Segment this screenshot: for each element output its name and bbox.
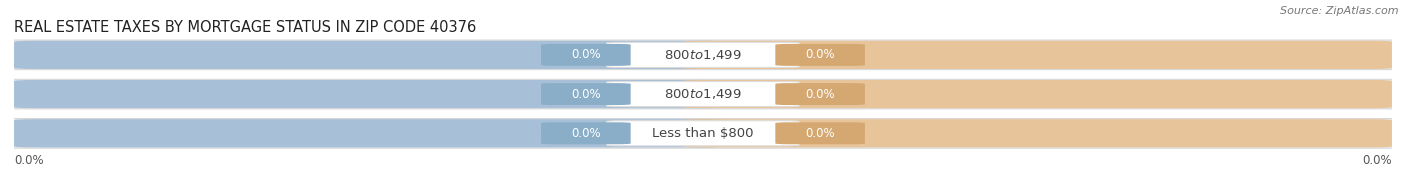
FancyBboxPatch shape xyxy=(541,122,631,144)
Text: 0.0%: 0.0% xyxy=(14,154,44,167)
Text: $800 to $1,499: $800 to $1,499 xyxy=(664,87,742,101)
Text: 0.0%: 0.0% xyxy=(1362,154,1392,167)
FancyBboxPatch shape xyxy=(14,80,724,108)
Text: 0.0%: 0.0% xyxy=(806,127,835,140)
FancyBboxPatch shape xyxy=(0,118,1406,148)
FancyBboxPatch shape xyxy=(775,44,865,66)
Text: 0.0%: 0.0% xyxy=(806,48,835,61)
Text: REAL ESTATE TAXES BY MORTGAGE STATUS IN ZIP CODE 40376: REAL ESTATE TAXES BY MORTGAGE STATUS IN … xyxy=(14,20,477,35)
FancyBboxPatch shape xyxy=(682,80,1392,108)
Text: 0.0%: 0.0% xyxy=(571,127,600,140)
FancyBboxPatch shape xyxy=(541,44,631,66)
FancyBboxPatch shape xyxy=(0,40,1406,70)
Text: Less than $800: Less than $800 xyxy=(652,127,754,140)
FancyBboxPatch shape xyxy=(541,83,631,105)
Text: Source: ZipAtlas.com: Source: ZipAtlas.com xyxy=(1281,6,1399,16)
FancyBboxPatch shape xyxy=(606,82,800,107)
FancyBboxPatch shape xyxy=(606,121,800,146)
Text: $800 to $1,499: $800 to $1,499 xyxy=(664,48,742,62)
FancyBboxPatch shape xyxy=(606,42,800,67)
FancyBboxPatch shape xyxy=(775,83,865,105)
FancyBboxPatch shape xyxy=(682,41,1392,69)
FancyBboxPatch shape xyxy=(14,119,724,147)
Text: 0.0%: 0.0% xyxy=(571,88,600,101)
FancyBboxPatch shape xyxy=(14,41,724,69)
FancyBboxPatch shape xyxy=(775,122,865,144)
FancyBboxPatch shape xyxy=(0,79,1406,109)
Text: 0.0%: 0.0% xyxy=(806,88,835,101)
FancyBboxPatch shape xyxy=(682,119,1392,147)
Text: 0.0%: 0.0% xyxy=(571,48,600,61)
